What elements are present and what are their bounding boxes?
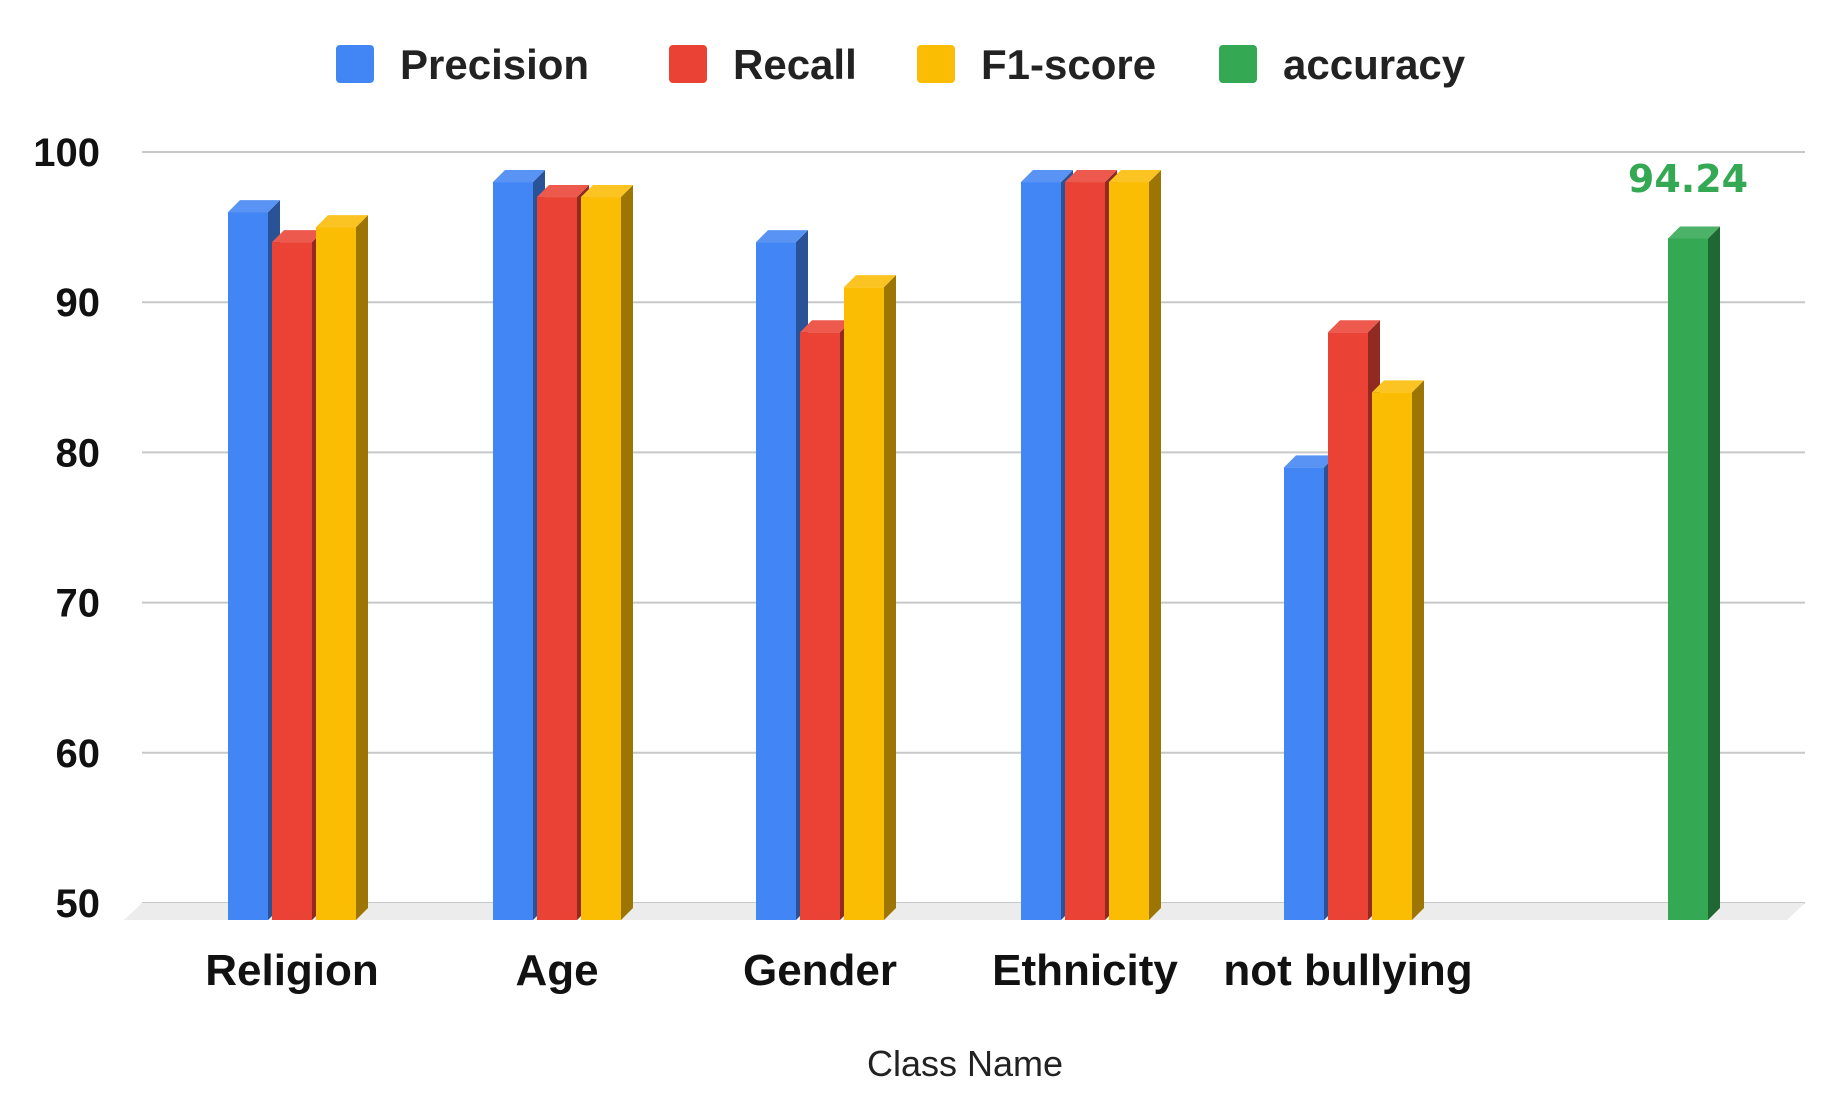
- bar-accuracy-overall: [1668, 226, 1720, 920]
- legend-swatch: [336, 45, 374, 83]
- bar-top: [1284, 455, 1336, 468]
- y-tick-80: 80: [56, 431, 101, 475]
- bar-front: [1284, 467, 1324, 920]
- bar-side: [621, 185, 633, 920]
- data-labels: 94.24: [1628, 157, 1748, 201]
- bar-front: [1065, 182, 1105, 921]
- bar-f1-score-not-bullying: [1372, 380, 1424, 920]
- bar-front: [272, 242, 312, 920]
- legend-label: Precision: [400, 41, 589, 88]
- bar-top: [493, 170, 545, 183]
- chart-floor: [124, 903, 1805, 920]
- bar-front: [228, 212, 268, 920]
- legend-label: accuracy: [1283, 41, 1466, 88]
- bar-front: [800, 332, 840, 920]
- bar-f1-score-gender: [844, 275, 896, 920]
- bar-top: [316, 215, 368, 228]
- floor-plane: [124, 903, 1805, 920]
- bar-front: [844, 287, 884, 920]
- y-tick-90: 90: [56, 281, 101, 325]
- legend-item-f1-score: F1-score: [917, 41, 1156, 88]
- legend-swatch: [1219, 45, 1257, 83]
- legend-item-precision: Precision: [336, 41, 589, 88]
- legend: Precision Recall F1-score accuracy: [336, 41, 1466, 88]
- legend-item-accuracy: accuracy: [1219, 41, 1466, 88]
- bar-top: [1372, 380, 1424, 393]
- bar-top: [1065, 170, 1117, 183]
- bar-front: [316, 227, 356, 921]
- bar-top: [581, 185, 633, 198]
- bar-front: [537, 197, 577, 920]
- bar-side: [1412, 380, 1424, 920]
- x-tick-gender: Gender: [743, 946, 897, 995]
- bar-side: [1149, 170, 1161, 921]
- gridlines: [142, 151, 1805, 904]
- bar-front: [756, 242, 796, 920]
- x-axis-categories: Religion Age Gender Ethnicity not bullying: [205, 946, 1472, 995]
- x-tick-not-bullying: not bullying: [1223, 946, 1472, 995]
- bar-front: [1021, 182, 1061, 921]
- bar-side: [356, 215, 368, 921]
- bar-top: [228, 200, 280, 213]
- bar-top: [844, 275, 896, 288]
- bar-top: [756, 230, 808, 243]
- legend-item-recall: Recall: [669, 41, 857, 88]
- y-tick-70: 70: [56, 582, 101, 626]
- bar-front: [1328, 332, 1368, 920]
- x-tick-religion: Religion: [205, 946, 379, 995]
- legend-swatch: [917, 45, 955, 83]
- bar-front: [1668, 238, 1708, 920]
- bar-top: [1668, 226, 1720, 239]
- bar-side: [1708, 226, 1720, 920]
- bar-front: [493, 182, 533, 921]
- bar-top: [1021, 170, 1073, 183]
- bars: [228, 170, 1720, 921]
- legend-swatch: [669, 45, 707, 83]
- bar-front: [581, 197, 621, 920]
- y-tick-60: 60: [56, 732, 101, 776]
- y-axis-ticks: 50 60 70 80 90 100: [33, 131, 100, 926]
- bar-f1-score-age: [581, 185, 633, 920]
- bar-front: [1109, 182, 1149, 921]
- x-tick-ethnicity: Ethnicity: [992, 946, 1178, 995]
- bar-top: [1109, 170, 1161, 183]
- legend-label: F1-score: [981, 41, 1156, 88]
- bar-side: [884, 275, 896, 920]
- bar-top: [537, 185, 589, 198]
- bar-top: [272, 230, 324, 243]
- x-axis-title: Class Name: [867, 1043, 1063, 1084]
- y-tick-50: 50: [56, 882, 101, 926]
- x-tick-age: Age: [515, 946, 598, 995]
- bar-f1-score-religion: [316, 215, 368, 921]
- bar-front: [1372, 392, 1412, 920]
- bar-top: [1328, 320, 1380, 333]
- y-tick-100: 100: [33, 131, 100, 175]
- bar-top: [800, 320, 852, 333]
- legend-label: Recall: [733, 41, 857, 88]
- bar-f1-score-ethnicity: [1109, 170, 1161, 921]
- data-label-accuracy: 94.24: [1628, 157, 1748, 201]
